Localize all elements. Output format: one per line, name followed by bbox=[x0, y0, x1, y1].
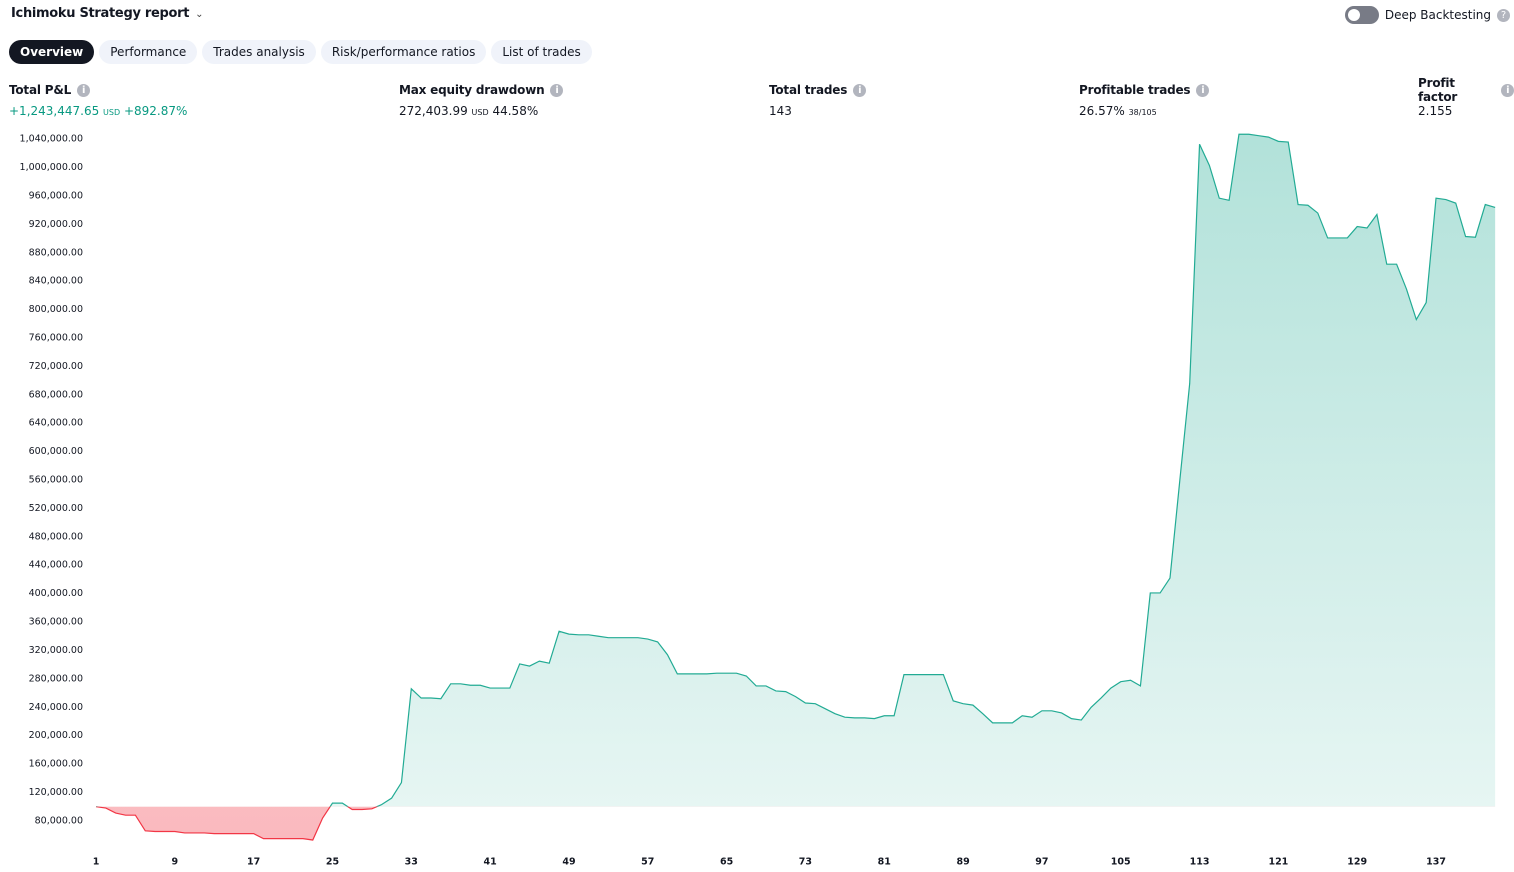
chevron: ⌄ bbox=[195, 9, 204, 20]
toggle-label: Deep Backtesting bbox=[1384, 8, 1491, 22]
x-tick-label: 65 bbox=[720, 857, 733, 868]
metric-number: +1,243,447.65 bbox=[9, 104, 100, 118]
y-tick-label: 280,000.00 bbox=[29, 673, 83, 684]
y-tick-label: 680,000.00 bbox=[29, 389, 83, 400]
equity-line-negative bbox=[95, 806, 379, 841]
y-tick-label: 760,000.00 bbox=[29, 333, 83, 344]
metric-extra: 44.58% bbox=[492, 104, 539, 118]
y-tick-label: 600,000.00 bbox=[29, 446, 83, 457]
report-title[interactable]: Ichimoku Strategy report ⌄ bbox=[11, 6, 204, 21]
y-tick-label: 560,000.00 bbox=[29, 475, 83, 486]
metric-extra: 38/105 bbox=[1128, 108, 1157, 117]
y-tick-label: 720,000.00 bbox=[29, 361, 83, 372]
x-tick-label: 33 bbox=[405, 857, 418, 868]
metric-label: Total trades i bbox=[769, 82, 867, 98]
y-tick-label: 840,000.00 bbox=[29, 276, 83, 287]
y-tick-label: 360,000.00 bbox=[29, 617, 83, 628]
y-tick-label: 120,000.00 bbox=[29, 787, 83, 798]
y-tick-label: 160,000.00 bbox=[29, 759, 83, 770]
metric-label-text: Max equity drawdown bbox=[399, 83, 545, 97]
metric-number: 26.57% bbox=[1079, 104, 1125, 118]
x-tick-label: 9 bbox=[172, 857, 179, 868]
tab[interactable]: Performance bbox=[99, 40, 198, 64]
metric-label: Max equity drawdown i bbox=[399, 82, 564, 98]
metric-number: 143 bbox=[769, 104, 792, 118]
tab[interactable]: List of trades bbox=[491, 40, 592, 64]
x-tick-label: 89 bbox=[956, 857, 969, 868]
y-tick-label: 1,040,000.00 bbox=[20, 134, 83, 145]
y-tick-label: 200,000.00 bbox=[29, 730, 83, 741]
metric-extra: +892.87% bbox=[123, 104, 188, 118]
y-tick-label: 400,000.00 bbox=[29, 588, 83, 599]
x-tick-label: 49 bbox=[562, 857, 575, 868]
info-icon[interactable]: i bbox=[1196, 83, 1210, 97]
area-negative bbox=[96, 806, 377, 841]
y-tick-label: 880,000.00 bbox=[29, 247, 83, 258]
x-tick-label: 137 bbox=[1426, 857, 1446, 868]
y-tick-label: 320,000.00 bbox=[29, 645, 83, 656]
toggle[interactable] bbox=[1344, 6, 1379, 24]
x-tick-label: 81 bbox=[878, 857, 891, 868]
deep-backtesting[interactable]: Deep Backtesting? bbox=[1344, 6, 1510, 24]
metric-label: Profit factor i bbox=[1418, 76, 1514, 104]
y-tick-label: 440,000.00 bbox=[29, 560, 83, 571]
metric-unit: USD bbox=[471, 108, 489, 117]
x-tick-label: 17 bbox=[247, 857, 260, 868]
metric-label-text: Profitable trades bbox=[1079, 83, 1191, 97]
info-icon[interactable]: i bbox=[1501, 83, 1514, 97]
metric-value: 2.155 bbox=[1418, 104, 1514, 118]
metric-label-text: Profit factor bbox=[1418, 76, 1458, 104]
metric-value: 143 bbox=[769, 104, 866, 118]
x-tick-label: 1 bbox=[93, 857, 100, 868]
metric: Total P&L i +1,243,447.65 USD +892.87% bbox=[9, 82, 187, 118]
x-tick-label: 41 bbox=[484, 857, 497, 868]
info-icon[interactable]: i bbox=[550, 83, 564, 97]
x-tick-label: 121 bbox=[1268, 857, 1288, 868]
help-icon[interactable]: ? bbox=[1497, 8, 1510, 22]
x-tick-label: 57 bbox=[641, 857, 654, 868]
metric-value: 272,403.99 USD 44.58% bbox=[399, 104, 563, 118]
tab[interactable]: Trades analysis bbox=[202, 40, 316, 64]
metric: Profitable trades i 26.57% 38/105 bbox=[1079, 82, 1210, 118]
y-tick-label: 960,000.00 bbox=[29, 191, 83, 202]
metric-label-text: Total P&L bbox=[9, 83, 72, 97]
y-tick-label: 240,000.00 bbox=[29, 702, 83, 713]
x-tick-label: 105 bbox=[1111, 857, 1131, 868]
metric-label: Total P&L i bbox=[9, 82, 187, 98]
x-tick-label: 25 bbox=[326, 857, 339, 868]
tabs: Overview Performance Trades analysis Risk/p… bbox=[9, 40, 592, 64]
equity-line bbox=[95, 133, 1496, 807]
tab[interactable]: Overview bbox=[9, 40, 95, 64]
y-tick-label: 80,000.00 bbox=[35, 815, 83, 826]
title-text: Ichimoku Strategy report bbox=[11, 6, 190, 21]
metric-label-text: Total trades bbox=[769, 83, 848, 97]
metric-unit: USD bbox=[103, 108, 121, 117]
x-tick-label: 73 bbox=[799, 857, 812, 868]
metric-number: 272,403.99 bbox=[399, 104, 468, 118]
metric: Max equity drawdown i 272,403.99 USD 44.58… bbox=[399, 82, 564, 118]
area-positive bbox=[96, 134, 1496, 807]
y-tick-label: 640,000.00 bbox=[29, 418, 83, 429]
y-tick-label: 1,000,000.00 bbox=[20, 162, 83, 173]
x-tick-label: 113 bbox=[1190, 857, 1210, 868]
metric-number: 2.155 bbox=[1418, 104, 1453, 118]
metric: Total trades i 143 bbox=[769, 82, 867, 118]
y-tick-label: 520,000.00 bbox=[29, 503, 83, 514]
tab[interactable]: Risk/performance ratios bbox=[320, 40, 487, 64]
info-icon[interactable]: i bbox=[77, 83, 91, 97]
y-tick-label: 480,000.00 bbox=[29, 531, 83, 542]
metric-value: +1,243,447.65 USD +892.87% bbox=[9, 104, 187, 118]
x-tick-label: 129 bbox=[1347, 857, 1367, 868]
info-icon[interactable]: i bbox=[853, 83, 867, 97]
y-tick-label: 920,000.00 bbox=[29, 219, 83, 230]
y-tick-label: 800,000.00 bbox=[29, 304, 83, 315]
metric: Profit factor i 2.155 bbox=[1418, 76, 1514, 118]
metric-label: Profitable trades i bbox=[1079, 82, 1210, 98]
x-tick-label: 97 bbox=[1035, 857, 1048, 868]
metric-value: 26.57% 38/105 bbox=[1079, 104, 1209, 118]
